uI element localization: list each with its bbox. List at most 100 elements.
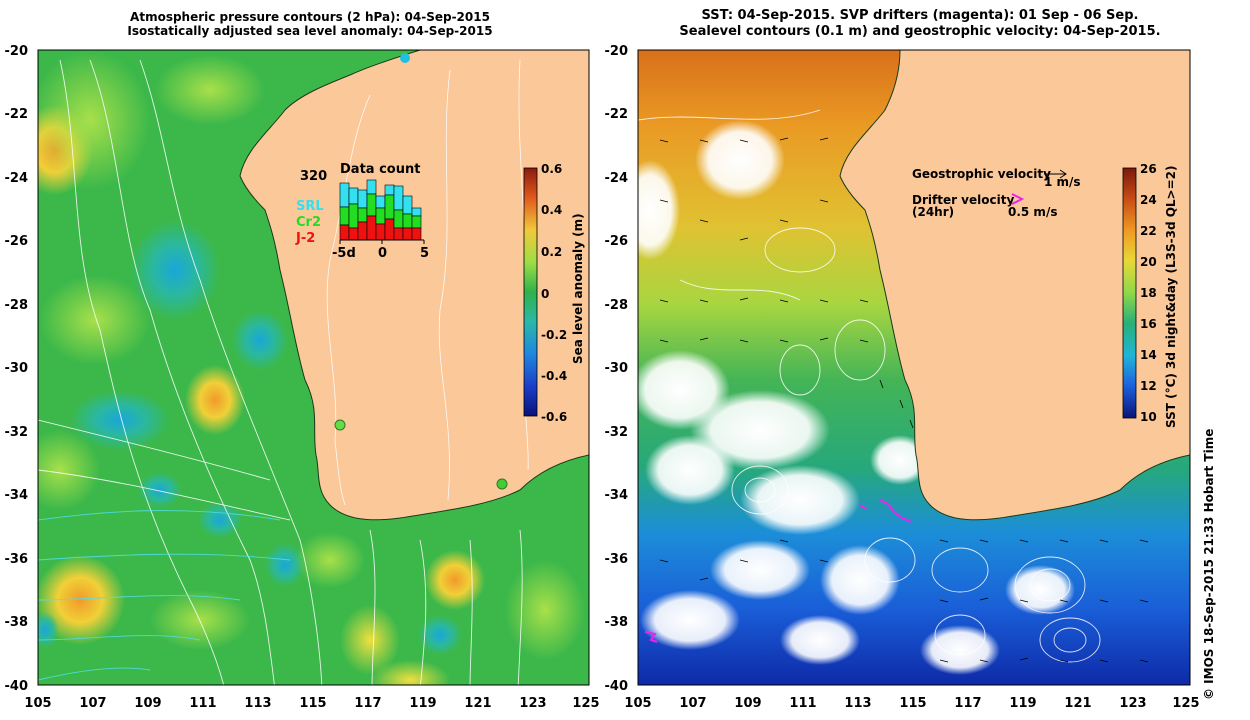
drifter-legend-period: (24hr) bbox=[912, 205, 954, 219]
sla-tick: 0.2 bbox=[541, 245, 562, 259]
sla-tick: 0.4 bbox=[541, 203, 562, 217]
coastline-right bbox=[839, 50, 1190, 521]
x-tick: 111 bbox=[189, 696, 216, 711]
inset-ymax: 320 bbox=[300, 169, 327, 184]
drifter-arrow-icon bbox=[1011, 193, 1025, 205]
y-tick: -24 bbox=[605, 171, 629, 186]
x-tick: 123 bbox=[1119, 696, 1146, 711]
left-x-axis: 105 107 109 111 113 115 117 119 121 123 … bbox=[24, 696, 599, 711]
sla-colorbar-label: Sea level anomaly (m) bbox=[571, 213, 585, 364]
inset-xtick-minus5: -5d bbox=[332, 246, 356, 261]
x-tick: 107 bbox=[79, 696, 106, 711]
x-tick: 125 bbox=[572, 696, 599, 711]
sla-anomaly-field bbox=[38, 50, 585, 685]
sst-cloud-mask bbox=[638, 120, 1075, 675]
y-tick: -36 bbox=[605, 552, 629, 567]
sst-tick: 22 bbox=[1140, 224, 1157, 238]
y-tick: -22 bbox=[5, 107, 29, 122]
right-map bbox=[638, 50, 1190, 685]
inset-legend-srl: SRL bbox=[296, 199, 324, 214]
x-tick: 121 bbox=[464, 696, 491, 711]
sst-tick: 14 bbox=[1140, 348, 1157, 362]
y-tick: -28 bbox=[605, 298, 629, 313]
right-title-line1: SST: 04-Sep-2015. SVP drifters (magenta)… bbox=[701, 8, 1139, 23]
y-tick: -40 bbox=[605, 679, 629, 694]
y-tick: -40 bbox=[5, 679, 29, 694]
left-y-axis: -20 -22 -24 -26 -28 -30 -32 -34 -36 -38 … bbox=[5, 44, 29, 694]
y-tick: -38 bbox=[605, 615, 629, 630]
y-tick: -32 bbox=[605, 425, 629, 440]
sla-tick: -0.6 bbox=[541, 410, 567, 424]
drifter-legend-label: Drifter velocity bbox=[912, 193, 1014, 207]
y-tick: -36 bbox=[5, 552, 29, 567]
right-map-frame bbox=[637, 49, 1191, 686]
y-tick: -26 bbox=[5, 234, 29, 249]
x-tick: 113 bbox=[844, 696, 871, 711]
x-tick: 115 bbox=[899, 696, 926, 711]
sst-tick: 24 bbox=[1140, 193, 1157, 207]
left-panel-title: Atmospheric pressure contours (2 hPa): 0… bbox=[80, 10, 540, 38]
y-tick: -32 bbox=[5, 425, 29, 440]
x-tick: 117 bbox=[954, 696, 981, 711]
imos-timestamp: © IMOS 18-Sep-2015 21:33 Hobart Time bbox=[1202, 428, 1216, 700]
sla-tick: -0.2 bbox=[541, 328, 567, 342]
inset-xtick-5: 5 bbox=[420, 246, 429, 261]
x-tick: 117 bbox=[354, 696, 381, 711]
x-tick: 105 bbox=[24, 696, 51, 711]
geostrophic-legend-label: Geostrophic velocity bbox=[912, 167, 1051, 181]
data-count-inset: Data count 320 SRL Cr2 J-2 -5d 0 5 bbox=[295, 162, 429, 261]
y-tick: -20 bbox=[5, 44, 29, 59]
australia-land-right bbox=[840, 50, 1190, 520]
sst-tick: 12 bbox=[1140, 379, 1157, 393]
x-tick: 105 bbox=[624, 696, 651, 711]
drifter-legend-speed: 0.5 m/s bbox=[1008, 205, 1057, 219]
x-tick: 111 bbox=[789, 696, 816, 711]
sst-tick: 16 bbox=[1140, 317, 1157, 331]
left-map-frame bbox=[37, 49, 590, 686]
left-title-line2: Isostatically adjusted sea level anomaly… bbox=[127, 24, 493, 38]
x-tick: 119 bbox=[1009, 696, 1036, 711]
sla-colorbar: 0.6 0.4 0.2 0 -0.2 -0.4 -0.6 Sea level a… bbox=[523, 162, 585, 424]
pressure-contours bbox=[38, 59, 523, 685]
coastline-left bbox=[239, 50, 589, 521]
geostrophic-legend-speed: 1 m/s bbox=[1044, 175, 1081, 189]
y-tick: -22 bbox=[605, 107, 629, 122]
y-tick: -34 bbox=[5, 488, 29, 503]
pressure-contours-cyan bbox=[38, 510, 291, 681]
right-title-line2: Sealevel contours (0.1 m) and geostrophi… bbox=[679, 24, 1161, 39]
sst-colorbar: 26 24 22 20 18 16 14 12 10 SST (°C) 3d n… bbox=[1122, 162, 1178, 429]
sla-tick: 0 bbox=[541, 287, 549, 301]
y-tick: -30 bbox=[5, 361, 29, 376]
sst-tick: 20 bbox=[1140, 255, 1157, 269]
inset-title: Data count bbox=[340, 162, 420, 177]
sla-tick: 0.6 bbox=[541, 162, 562, 176]
x-tick: 115 bbox=[299, 696, 326, 711]
right-panel-title: SST: 04-Sep-2015. SVP drifters (magenta)… bbox=[640, 8, 1200, 40]
sla-tick: -0.4 bbox=[541, 369, 567, 383]
y-tick: -28 bbox=[5, 298, 29, 313]
sst-tick: 26 bbox=[1140, 162, 1157, 176]
sst-tick: 10 bbox=[1140, 410, 1157, 424]
right-y-axis: -20 -22 -24 -26 -28 -30 -32 -34 -36 -38 … bbox=[605, 44, 629, 694]
y-tick: -30 bbox=[605, 361, 629, 376]
inset-xtick-0: 0 bbox=[378, 246, 387, 261]
x-tick: 109 bbox=[734, 696, 761, 711]
sst-colorbar-label: SST (°C) 3d night&day (L3S-3d QL>=2) bbox=[1164, 166, 1178, 429]
sealevel-contours bbox=[638, 109, 1101, 663]
x-tick: 107 bbox=[679, 696, 706, 711]
y-tick: -34 bbox=[605, 488, 629, 503]
right-x-axis: 105 107 109 111 113 115 117 119 121 123 … bbox=[624, 696, 1199, 711]
australia-land-left bbox=[240, 50, 589, 520]
inset-legend-cr2: Cr2 bbox=[296, 215, 321, 230]
inset-bars bbox=[339, 179, 422, 241]
x-tick: 109 bbox=[134, 696, 161, 711]
left-map bbox=[38, 50, 589, 685]
inset-legend-j2: J-2 bbox=[295, 231, 315, 246]
left-title-line1: Atmospheric pressure contours (2 hPa): 0… bbox=[130, 10, 490, 24]
arrow-head-icon bbox=[1059, 169, 1067, 179]
y-tick: -26 bbox=[605, 234, 629, 249]
x-tick: 123 bbox=[519, 696, 546, 711]
velocity-legend: Geostrophic velocity 1 m/s Drifter veloc… bbox=[912, 167, 1081, 219]
x-tick: 113 bbox=[244, 696, 271, 711]
